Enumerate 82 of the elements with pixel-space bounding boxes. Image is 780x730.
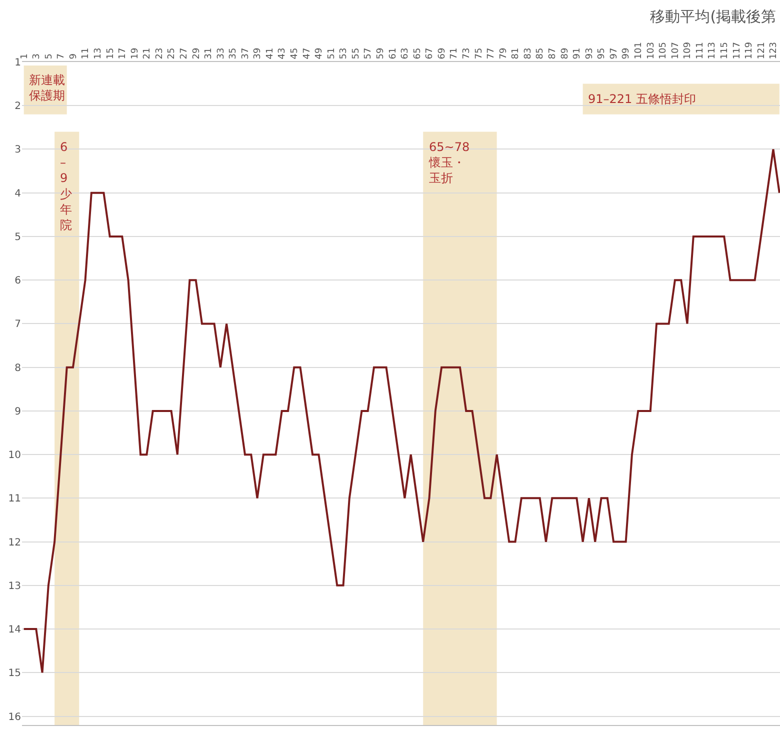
x-tick-label: 121: [756, 42, 767, 60]
x-tick-label: 113: [708, 42, 718, 60]
x-tick-label: 85: [536, 48, 546, 60]
x-tick-label: 65: [412, 48, 423, 60]
x-tick-label: 45: [290, 48, 300, 60]
x-tick-label: 59: [376, 47, 386, 60]
x-tick-label: 89: [560, 47, 570, 60]
x-tick-label: 99: [622, 47, 632, 60]
band-label: 新連載保護期: [29, 73, 65, 103]
x-tick-label: 79: [498, 47, 509, 60]
x-tick-label: 53: [339, 48, 350, 60]
x-tick-label: 29: [192, 47, 202, 60]
y-tick-label: 13: [8, 580, 21, 592]
x-tick-label: 103: [646, 42, 656, 60]
x-tick-label: 75: [474, 48, 484, 60]
x-tick-label: 105: [658, 42, 669, 60]
x-tick-label: 41: [265, 48, 276, 60]
y-tick-label: 4: [14, 188, 21, 200]
x-tick-label: 21: [142, 48, 153, 60]
x-tick-label: 57: [364, 48, 374, 60]
band-label: 91–221 五條悟封印: [588, 92, 696, 106]
y-tick-label: 11: [8, 494, 21, 505]
x-tick-label: 67: [425, 48, 436, 60]
y-tick-label: 6: [14, 276, 21, 287]
x-tick-label: 119: [744, 42, 755, 60]
x-tick-label: 51: [326, 48, 337, 60]
x-tick-label: 83: [523, 48, 534, 60]
x-tick-label: 109: [683, 42, 694, 60]
x-tick-label: 81: [511, 48, 522, 60]
x-tick-label: 77: [486, 48, 497, 60]
x-tick-label: 33: [216, 48, 226, 60]
x-tick-label: 3: [32, 53, 42, 60]
x-tick-label: 27: [179, 48, 190, 60]
chart-title: 移動平均(掲載後第: [650, 7, 776, 26]
x-tick-label: 115: [720, 42, 730, 60]
x-tick-label: 95: [597, 48, 608, 60]
x-tick-label: 63: [400, 48, 411, 60]
x-tick-label: 123: [769, 42, 780, 60]
x-tick-label: 107: [670, 42, 681, 60]
x-tick-label: 37: [240, 48, 251, 60]
x-tick-label: 55: [351, 48, 362, 60]
x-tick-label: 9: [68, 53, 79, 60]
y-tick-label: 14: [8, 624, 21, 636]
y-tick-label: 5: [14, 232, 21, 243]
x-tick-label: 61: [388, 48, 398, 60]
x-tick-label: 49: [314, 47, 325, 60]
y-tick-label: 8: [14, 362, 21, 374]
x-tick-label: 71: [450, 48, 460, 60]
x-tick-label: 15: [106, 48, 116, 60]
y-tick-label: 7: [14, 319, 21, 330]
x-tick-label: 47: [302, 48, 312, 60]
x-tick-label: 43: [278, 48, 288, 60]
x-tick-label: 7: [56, 53, 67, 60]
x-tick-label: 91: [572, 48, 583, 60]
x-tick-label: 73: [462, 48, 472, 60]
x-tick-label: 97: [609, 48, 620, 60]
y-tick-label: 9: [14, 406, 21, 418]
x-tick-label: 1: [20, 53, 30, 60]
x-tick-label: 19: [130, 47, 140, 60]
y-tick-label: 10: [8, 450, 21, 462]
y-tick-label: 15: [8, 668, 21, 680]
x-tick-label: 111: [695, 42, 706, 60]
x-tick-label: 17: [118, 48, 128, 60]
band-label: 6–9少年院: [60, 140, 72, 232]
y-tick-label: 2: [14, 101, 21, 112]
x-tick-label: 25: [167, 48, 178, 60]
y-tick-label: 3: [14, 144, 21, 156]
x-tick-label: 69: [437, 47, 448, 60]
y-tick-label: 12: [8, 537, 21, 548]
band-label: 65~78懷玉・玉折: [428, 140, 470, 186]
x-tick-label: 31: [204, 48, 214, 60]
x-tick-label: 13: [93, 48, 104, 60]
x-tick-label: 93: [584, 48, 595, 60]
y-tick-label: 16: [8, 712, 21, 723]
x-tick-label: 101: [634, 42, 644, 60]
x-tick-label: 5: [44, 53, 54, 60]
x-tick-label: 35: [228, 48, 239, 60]
x-tick-label: 23: [154, 48, 165, 60]
x-tick-label: 11: [81, 48, 92, 60]
x-tick-label: 87: [548, 48, 558, 60]
x-tick-label: 117: [732, 42, 742, 60]
x-tick-label: 39: [253, 47, 264, 60]
